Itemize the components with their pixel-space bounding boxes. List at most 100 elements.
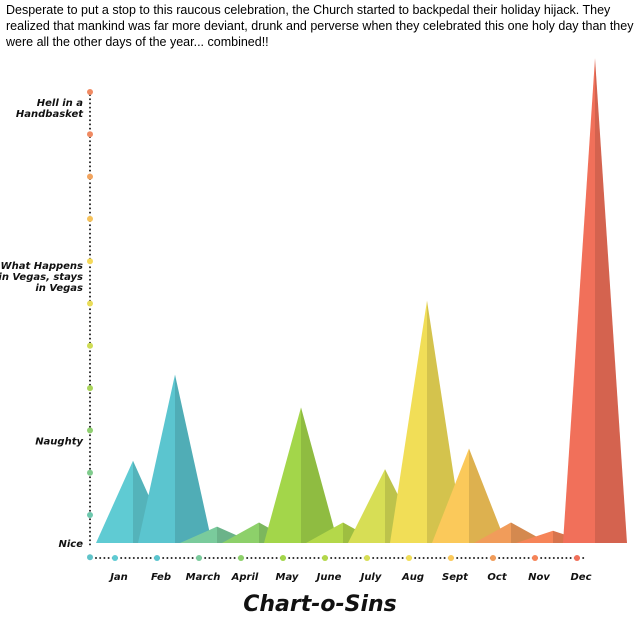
x-axis-dot (187, 557, 190, 559)
y-axis-marker (87, 215, 93, 222)
x-axis-dot (389, 557, 391, 559)
x-axis-dot (120, 557, 123, 559)
x-axis-dot (523, 557, 526, 559)
x-axis-dot (338, 557, 341, 559)
axis-dot (89, 245, 91, 248)
x-tick-label: May (276, 572, 299, 583)
axis-dot (89, 270, 91, 273)
axis-dot (89, 119, 91, 122)
axis-dot (89, 291, 91, 294)
axis-dot (89, 312, 91, 315)
peak-right-face (175, 374, 212, 543)
x-axis-marker (154, 555, 160, 561)
axis-dot (89, 476, 91, 479)
axis-dot (89, 236, 91, 239)
axis-dot (89, 442, 91, 445)
peak-sept (432, 448, 506, 543)
x-axis-dot (485, 557, 488, 559)
x-axis-dot (372, 557, 375, 559)
x-axis-dot (212, 557, 215, 559)
x-axis-dot (515, 557, 517, 559)
x-axis-dot (418, 557, 421, 559)
x-axis-dot (95, 557, 97, 559)
axis-dot (89, 493, 91, 495)
x-axis-dot (309, 557, 312, 559)
peak-left-face (563, 58, 595, 543)
x-axis-dot (233, 557, 236, 559)
x-axis-labels: Jan Feb March April May June July Aug Sept Oct Nov… (108, 572, 591, 583)
x-axis-dot (246, 557, 249, 559)
x-axis-dot (506, 557, 509, 559)
peak-right-face (469, 448, 506, 543)
x-axis-dot (149, 557, 152, 559)
axis-dot (89, 371, 91, 374)
x-axis-dot (305, 557, 307, 559)
axis-dot (89, 459, 91, 462)
x-axis-dot (313, 557, 316, 559)
x-axis-dot (183, 557, 186, 559)
x-axis-dot (426, 557, 429, 559)
x-axis-dot (565, 557, 568, 559)
axis-dot (89, 115, 91, 117)
axis-dot (89, 316, 91, 319)
x-axis-dot (481, 557, 484, 559)
x-axis-dot (204, 557, 207, 559)
axis-dot (89, 501, 91, 504)
peak-may (264, 407, 338, 543)
y-tick-label-line: Nice (58, 539, 83, 550)
axis-dot (89, 480, 91, 483)
x-axis-dot (510, 557, 513, 559)
axis-dot (89, 207, 91, 210)
peaks-group (96, 58, 627, 543)
axis-dot (89, 287, 91, 290)
y-tick-label: Naughty (35, 436, 83, 447)
axis-dot (89, 358, 91, 361)
x-axis-dot (292, 557, 295, 559)
x-axis-dot (162, 557, 165, 559)
x-tick-label: July (359, 572, 382, 583)
x-axis-dot (267, 557, 270, 559)
x-axis-dot (317, 557, 320, 559)
axis-dot (89, 354, 91, 357)
x-axis-dot (263, 557, 265, 559)
axis-dot (89, 106, 91, 109)
axis-dot (89, 379, 91, 382)
axis-dot (89, 320, 91, 323)
axis-dot (89, 535, 91, 537)
x-axis-dot (296, 557, 299, 559)
x-axis-dot (166, 557, 169, 559)
peak-right-face (427, 300, 464, 543)
peak-left-face (516, 530, 553, 543)
axis-dot (89, 186, 91, 189)
peak-left-face (306, 522, 343, 543)
sins-chart: Nice Naughty What Happens in Vegas, stays in… (0, 58, 627, 583)
axis-dot (89, 199, 91, 201)
x-axis-marker (196, 555, 202, 561)
x-tick-label: June (315, 572, 342, 583)
y-axis-marker (87, 131, 93, 138)
x-axis-dot (347, 557, 349, 559)
axis-dot (89, 253, 91, 256)
axis-dot (89, 203, 91, 206)
x-axis-dot (443, 557, 446, 559)
peak-left-face (432, 448, 469, 543)
axis-dot (89, 417, 91, 420)
y-tick-label-line: Naughty (35, 436, 83, 447)
x-axis-dot (464, 557, 467, 559)
y-axis-marker (87, 173, 93, 180)
x-axis-dot (250, 557, 253, 559)
x-axis-marker (448, 555, 454, 561)
x-axis-dot (548, 557, 551, 559)
axis-dot (89, 190, 91, 193)
y-tick-label: Hell in a Handbasket (16, 98, 84, 120)
y-axis-marker (87, 385, 93, 392)
axis-dot (89, 224, 91, 227)
x-axis-dot (401, 557, 404, 559)
x-axis-dot (460, 557, 463, 559)
x-axis-dot (330, 557, 333, 559)
axis-dot (89, 451, 91, 453)
x-axis-dot (414, 557, 417, 559)
axis-dot (89, 161, 91, 164)
x-axis-dot (191, 557, 194, 559)
x-axis-dot (254, 557, 257, 559)
